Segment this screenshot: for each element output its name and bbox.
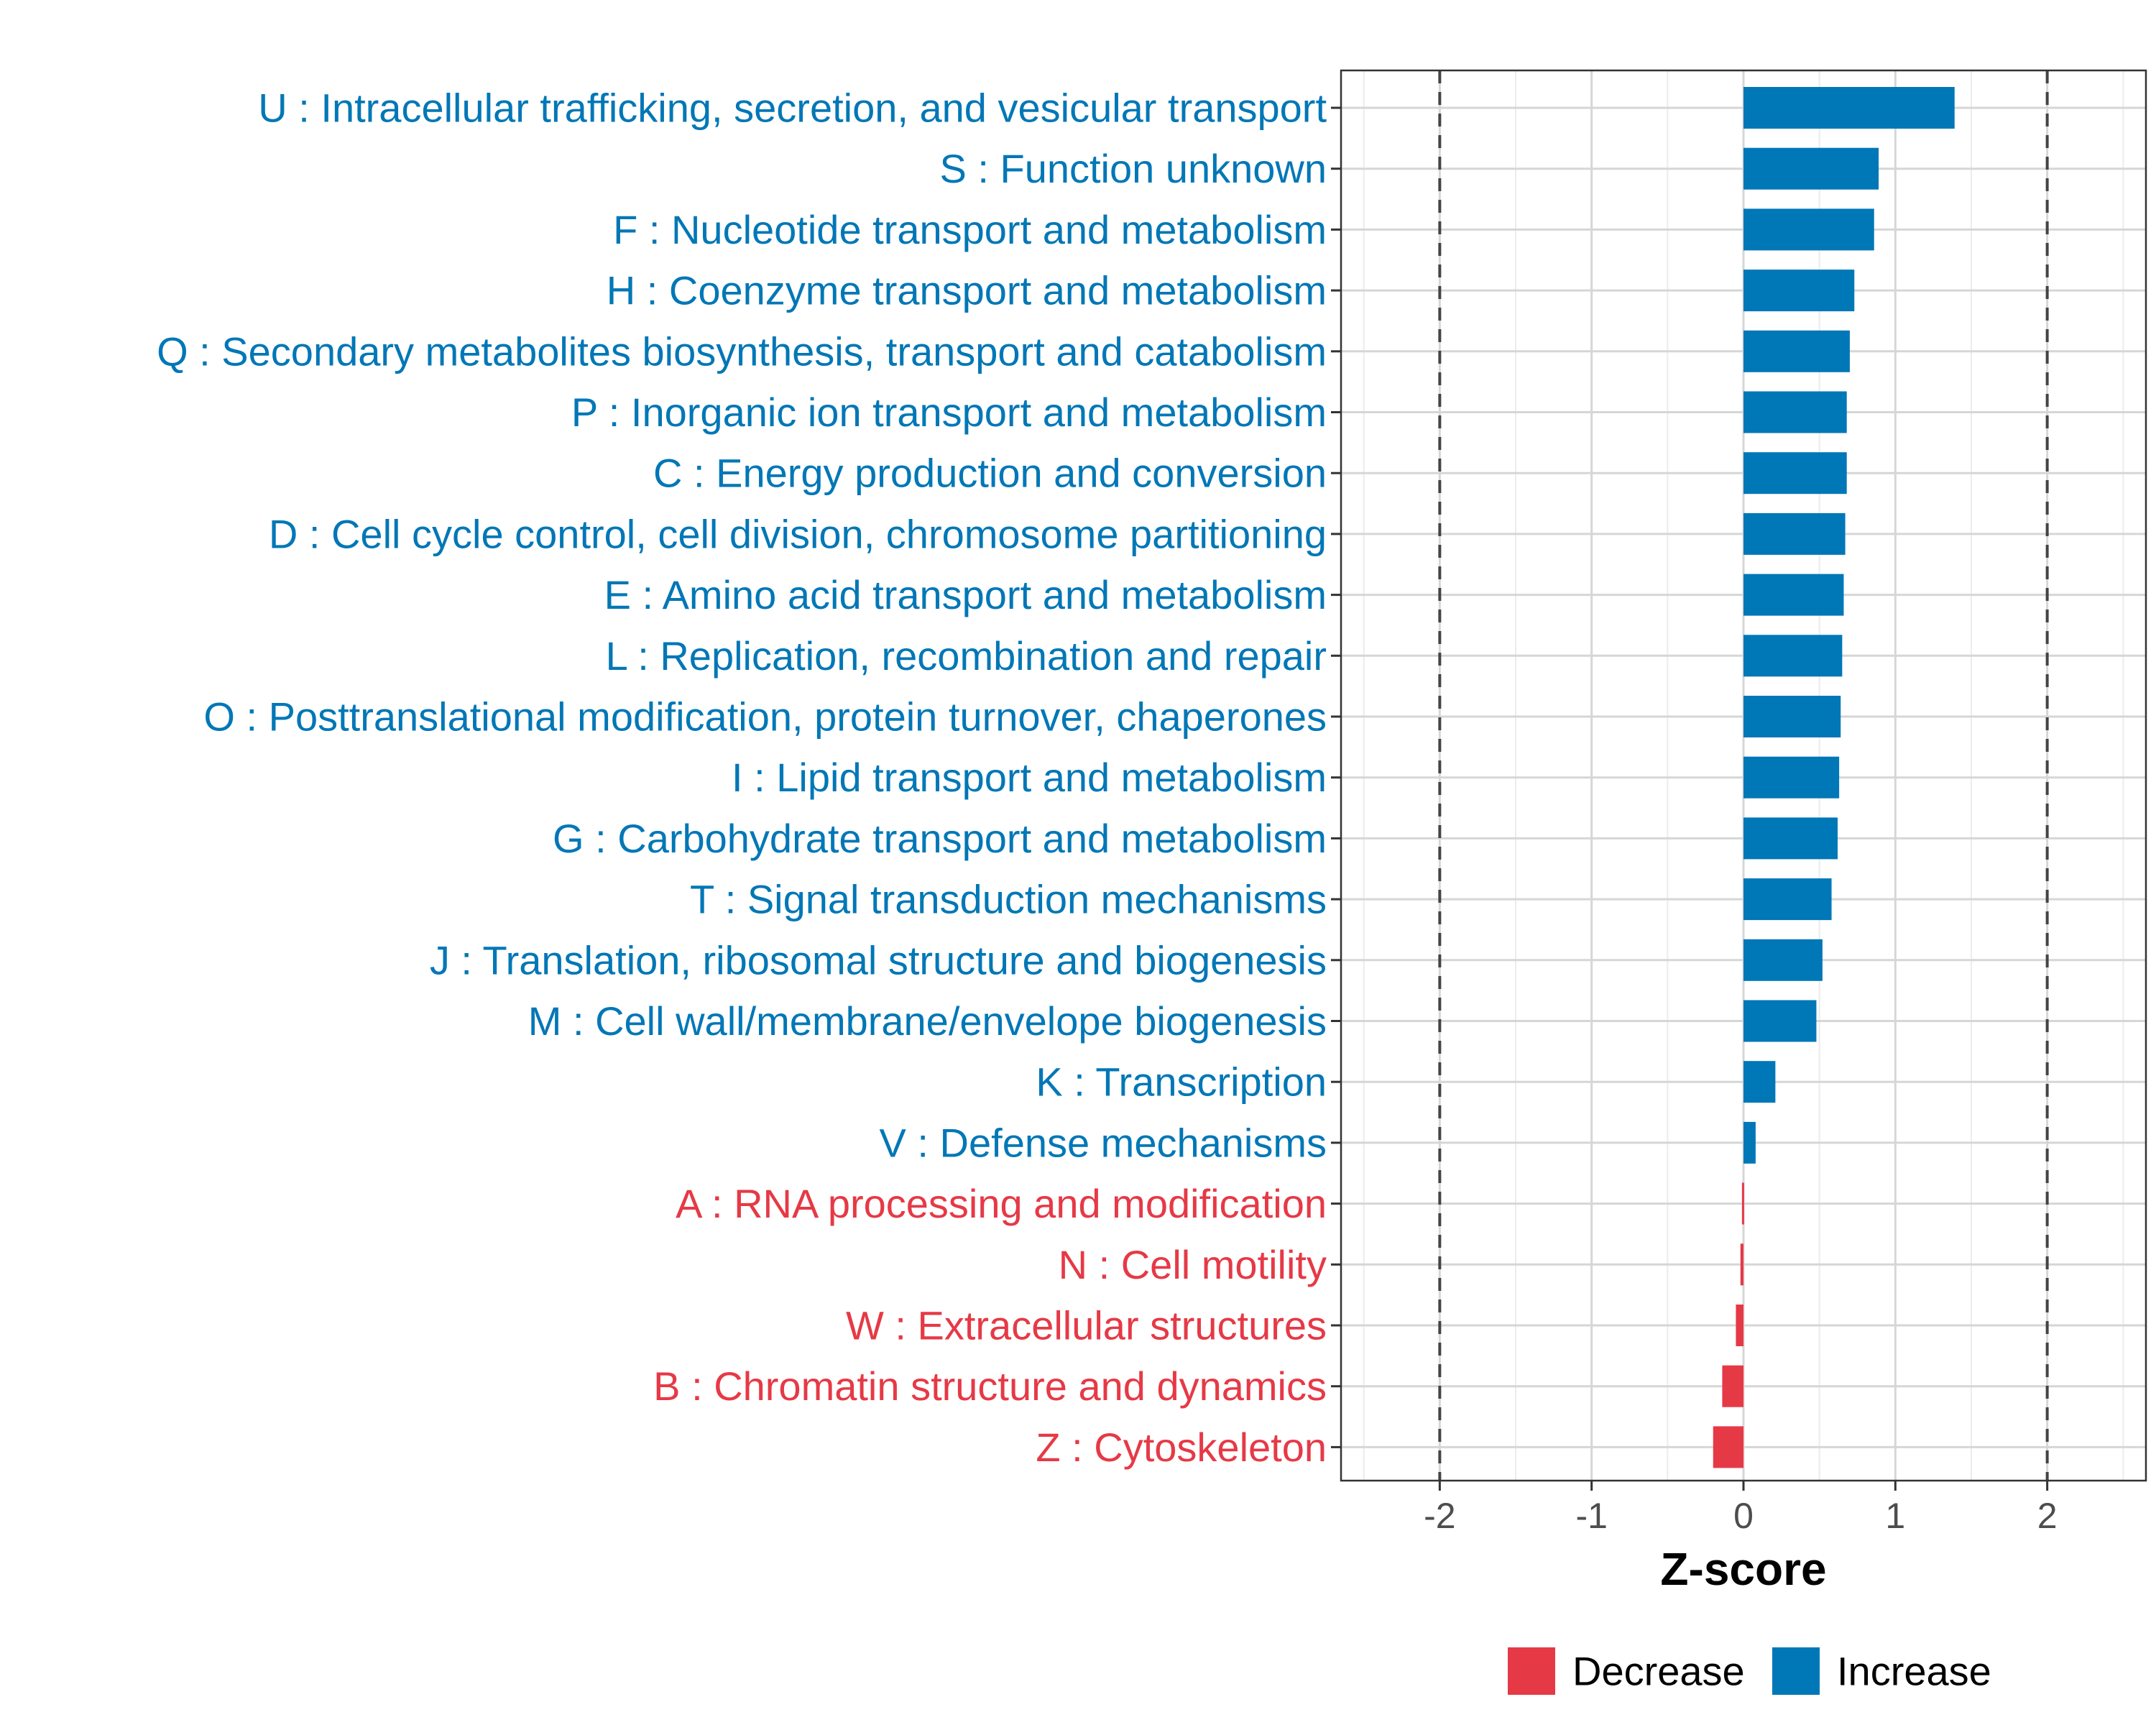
x-tick-label: -2 [1424,1496,1455,1536]
bar [1722,1365,1743,1407]
category-label: B : Chromatin structure and dynamics [653,1363,1327,1409]
category-label: W : Extracellular structures [846,1303,1327,1348]
x-axis-ticks: -2 -1 0 1 2 [1424,1481,2058,1536]
category-label: N : Cell motility [1059,1242,1327,1287]
category-label: I : Lipid transport and metabolism [732,755,1327,800]
bar [1743,391,1847,433]
category-label: Q : Secondary metabolites biosynthesis, … [157,328,1327,374]
bar [1743,878,1832,921]
bar [1743,147,1879,190]
category-label: C : Energy production and conversion [653,451,1327,496]
category-label: Z : Cytoskeleton [1036,1425,1327,1470]
bar [1743,1121,1756,1164]
category-label: F : Nucleotide transport and metabolism [613,207,1327,252]
x-tick-label: 2 [2037,1496,2058,1536]
category-label: E : Amino acid transport and metabolism [604,572,1327,617]
y-axis-ticks [1331,106,1341,1448]
bar [1736,1305,1743,1346]
category-label: O : Posttranslational modification, prot… [203,694,1327,740]
bar [1743,939,1823,981]
bar [1743,87,1955,129]
bar [1743,452,1847,494]
category-label: P : Inorganic ion transport and metaboli… [571,390,1327,435]
category-label: L : Replication, recombination and repai… [606,633,1327,678]
category-labels: U : Intracellular trafficking, secretion… [157,86,1327,1470]
bars [1713,87,1955,1468]
bar [1743,635,1843,677]
x-tick-label: -1 [1575,1496,1607,1536]
bar [1743,512,1846,555]
bar [1743,1061,1776,1103]
bar [1743,756,1840,799]
bar [1740,1243,1743,1286]
bar [1743,330,1850,372]
bar [1743,817,1838,860]
x-axis-title: Z-score [1660,1543,1826,1595]
category-label: H : Coenzyme transport and metabolism [607,268,1327,313]
category-label: V : Defense mechanisms [880,1120,1327,1165]
bar [1743,208,1874,251]
category-label: M : Cell wall/membrane/envelope biogenes… [528,998,1327,1044]
bar [1743,1000,1817,1042]
category-label: G : Carbohydrate transport and metabolis… [553,816,1327,861]
legend-key [1772,1647,1820,1695]
x-tick-label: 0 [1733,1496,1754,1536]
bar [1743,574,1844,616]
x-tick-label: 1 [1885,1496,1905,1536]
category-label: U : Intracellular trafficking, secretion… [258,86,1327,131]
legend: Decrease Increase [1508,1647,1991,1695]
reference-lines [1438,70,2049,1481]
bar [1741,1182,1744,1225]
category-label: D : Cell cycle control, cell division, c… [269,511,1327,556]
legend-label: Increase [1837,1649,1991,1694]
category-label: S : Function unknown [939,146,1327,191]
bar [1743,696,1841,737]
bar [1713,1426,1743,1468]
category-label: K : Transcription [1036,1059,1327,1105]
category-label: J : Translation, ribosomal structure and… [430,937,1327,983]
category-label: T : Signal transduction mechanisms [690,877,1327,922]
legend-key [1508,1647,1555,1695]
category-label: A : RNA processing and modification [676,1181,1327,1226]
legend-label: Decrease [1572,1649,1745,1694]
bar [1743,270,1855,312]
